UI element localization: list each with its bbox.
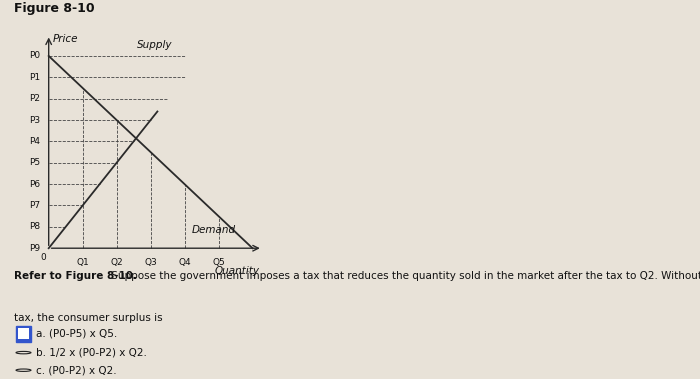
Text: Suppose the government imposes a tax that reduces the quantity sold in the marke: Suppose the government imposes a tax tha… [108, 271, 700, 281]
Text: c. (P0-P2) x Q2.: c. (P0-P2) x Q2. [36, 365, 117, 375]
Text: P8: P8 [29, 222, 40, 231]
Text: Demand: Demand [191, 226, 235, 235]
Text: P5: P5 [29, 158, 40, 167]
Text: 0: 0 [41, 253, 46, 262]
Text: Supply: Supply [137, 39, 172, 50]
Text: Q4: Q4 [178, 258, 191, 267]
Text: P3: P3 [29, 116, 40, 125]
Text: P1: P1 [29, 73, 40, 82]
Text: Quantity: Quantity [214, 266, 259, 276]
Text: P2: P2 [29, 94, 40, 103]
Text: b. 1/2 x (P0-P2) x Q2.: b. 1/2 x (P0-P2) x Q2. [36, 348, 147, 358]
Text: Q2: Q2 [111, 258, 123, 267]
Text: Q3: Q3 [144, 258, 157, 267]
Text: P9: P9 [29, 244, 40, 253]
Text: P7: P7 [29, 201, 40, 210]
Text: Q1: Q1 [76, 258, 89, 267]
Text: Refer to Figure 8-10.: Refer to Figure 8-10. [14, 271, 137, 281]
Text: tax, the consumer surplus is: tax, the consumer surplus is [14, 313, 162, 323]
Text: Price: Price [52, 34, 78, 44]
Text: Figure 8-10: Figure 8-10 [14, 2, 94, 15]
Text: P6: P6 [29, 180, 40, 189]
FancyBboxPatch shape [16, 326, 31, 341]
Text: P4: P4 [29, 137, 40, 146]
Text: P0: P0 [29, 52, 40, 61]
FancyBboxPatch shape [18, 329, 29, 340]
Text: Q5: Q5 [212, 258, 225, 267]
Text: a. (P0-P5) x Q5.: a. (P0-P5) x Q5. [36, 329, 118, 339]
